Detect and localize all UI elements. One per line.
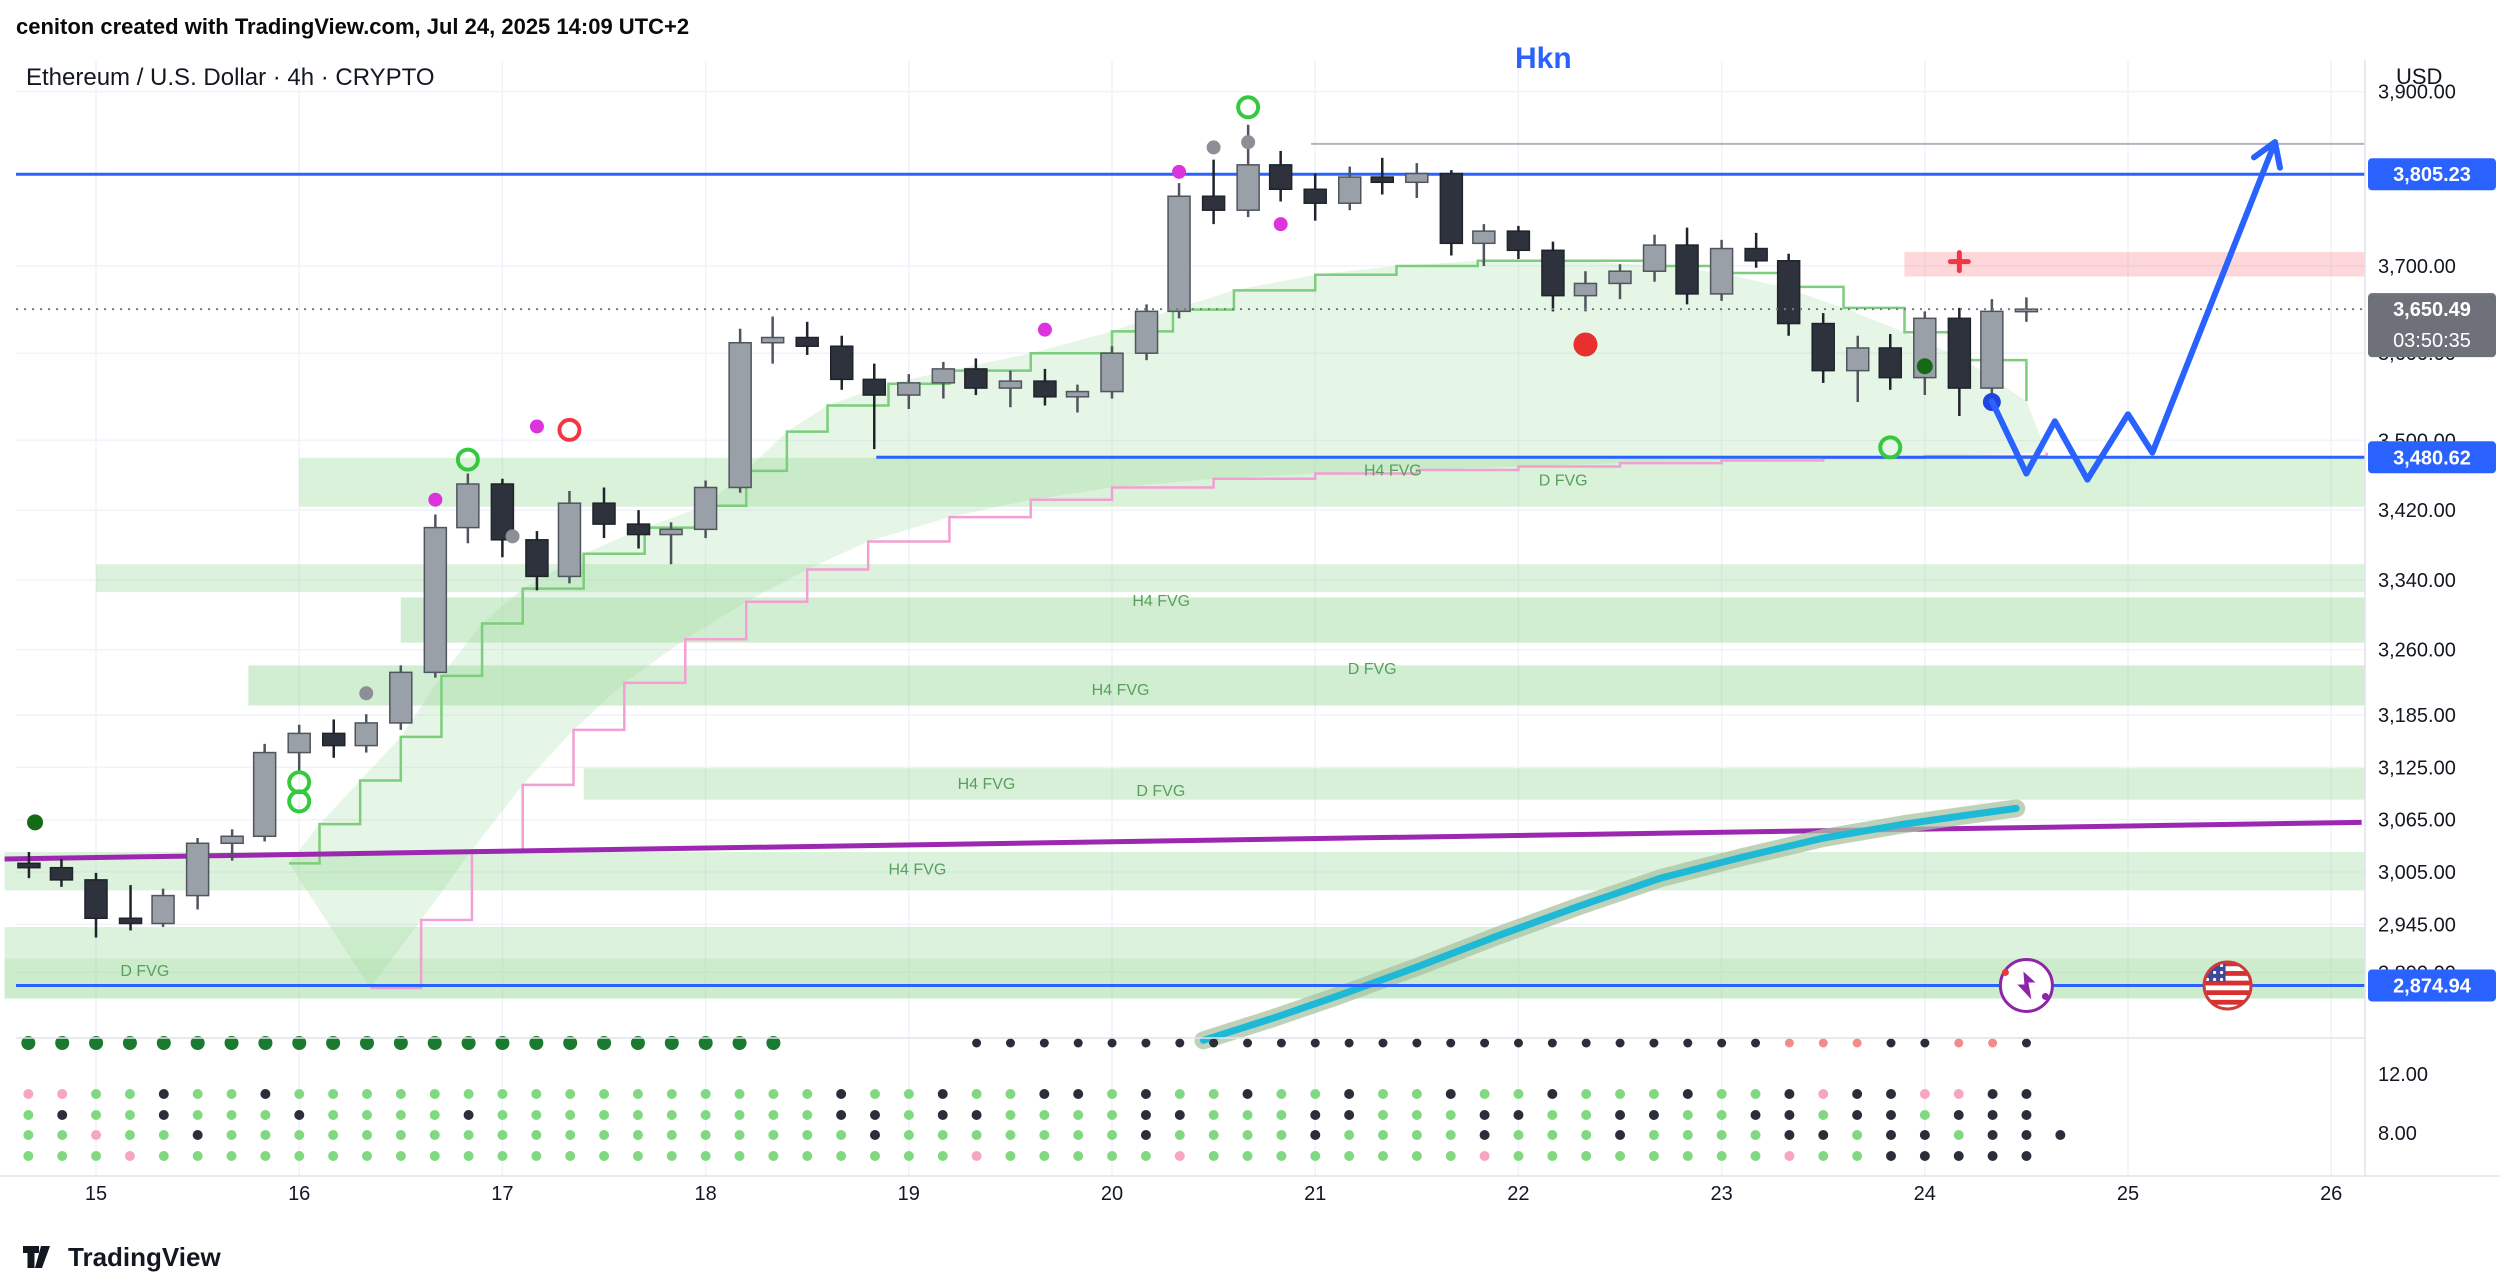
tradingview-logo-icon[interactable] [22,1242,58,1272]
currency-label[interactable]: USD [2396,64,2443,89]
attribution-bar: ceniton created with TradingView.com, Ju… [0,0,2500,56]
svg-text:3,480.62: 3,480.62 [2393,447,2471,469]
fvg-zones [4,457,2366,999]
svg-text:23: 23 [1710,1183,1732,1205]
axis-badge-3,480.62: 3,480.62 [2368,441,2496,474]
svg-text:19: 19 [898,1183,920,1205]
axis-badge-3,805.23: 3,805.23 [2368,158,2496,191]
price-axis[interactable]: 3,900.003,700.003,600.003,500.003,420.00… [2368,82,2496,1145]
event-icons[interactable] [1998,957,2253,1013]
svg-text:3,420.00: 3,420.00 [2378,500,2456,522]
svg-text:3,005.00: 3,005.00 [2378,862,2456,884]
svg-text:22: 22 [1507,1183,1529,1205]
svg-text:15: 15 [85,1183,107,1205]
svg-text:3,805.23: 3,805.23 [2393,164,2471,186]
svg-text:D FVG: D FVG [1348,661,1397,678]
current-price-badge: 3,650.49 03:50:35 [2368,293,2496,358]
us-flag-event-icon[interactable] [2202,960,2253,1011]
teal-curve [1194,799,2026,1050]
svg-text:3,340.00: 3,340.00 [2378,570,2456,592]
svg-text:26: 26 [2320,1183,2342,1205]
svg-text:18: 18 [694,1183,716,1205]
svg-text:17: 17 [491,1183,513,1205]
pane-separators [0,60,2500,1177]
svg-text:2,874.94: 2,874.94 [2393,975,2472,997]
symbol-title[interactable]: Ethereum / U.S. Dollar · 4h · CRYPTO [26,64,435,91]
time-axis[interactable]: 15 16 17 18 19 20 21 22 23 24 25 26 [85,1183,2342,1205]
svg-text:21: 21 [1304,1183,1326,1205]
svg-text:3,185.00: 3,185.00 [2378,705,2456,727]
svg-text:3,125.00: 3,125.00 [2378,757,2456,779]
svg-text:25: 25 [2117,1183,2139,1205]
tradingview-brand-text[interactable]: TradingView [68,1241,221,1272]
svg-text:H4 FVG: H4 FVG [1364,462,1422,479]
svg-text:D FVG: D FVG [120,963,169,980]
dot-matrix-indicator [21,1036,2066,1161]
svg-text:3,260.00: 3,260.00 [2378,640,2456,662]
svg-text:H4 FVG: H4 FVG [958,776,1016,793]
svg-text:H4 FVG: H4 FVG [1092,682,1150,699]
svg-text:D FVG: D FVG [1136,783,1185,800]
svg-text:3,700.00: 3,700.00 [2378,256,2456,278]
svg-text:24: 24 [1914,1183,1936,1205]
svg-text:20: 20 [1101,1183,1123,1205]
svg-text:03:50:35: 03:50:35 [2393,330,2471,352]
ai-sparkle-icon[interactable] [1998,957,2054,1013]
svg-text:H4 FVG: H4 FVG [1132,593,1190,610]
svg-text:12.00: 12.00 [2378,1064,2428,1086]
footer-bar: TradingView [0,1232,2500,1282]
svg-text:8.00: 8.00 [2378,1123,2417,1145]
horizontal-price-lines[interactable] [16,172,2365,987]
fvg-labels: H4 FVG D FVG H4 FVG D FVG H4 FVG H4 FVG D FVG H… [120,462,1587,980]
watermark-hkn: Hkn [1515,42,1572,75]
axis-badge-2,874.94: 2,874.94 [2368,969,2496,1002]
svg-text:3,900.00: 3,900.00 [2378,82,2456,104]
svg-text:D FVG: D FVG [1539,473,1588,490]
trend-cloud [289,259,2048,990]
red-resistance-zone[interactable] [1904,252,2365,277]
svg-text:H4 FVG: H4 FVG [888,862,946,879]
svg-text:2,945.00: 2,945.00 [2378,914,2456,936]
attribution-text: ceniton created with TradingView.com, Ju… [16,14,690,39]
candlestick-series [17,124,2039,938]
purple-trendline[interactable] [4,819,2362,862]
svg-text:3,065.00: 3,065.00 [2378,810,2456,832]
svg-text:16: 16 [288,1183,310,1205]
svg-text:3,650.49: 3,650.49 [2393,299,2471,321]
projection-arrow-drawing[interactable] [1988,139,2283,483]
